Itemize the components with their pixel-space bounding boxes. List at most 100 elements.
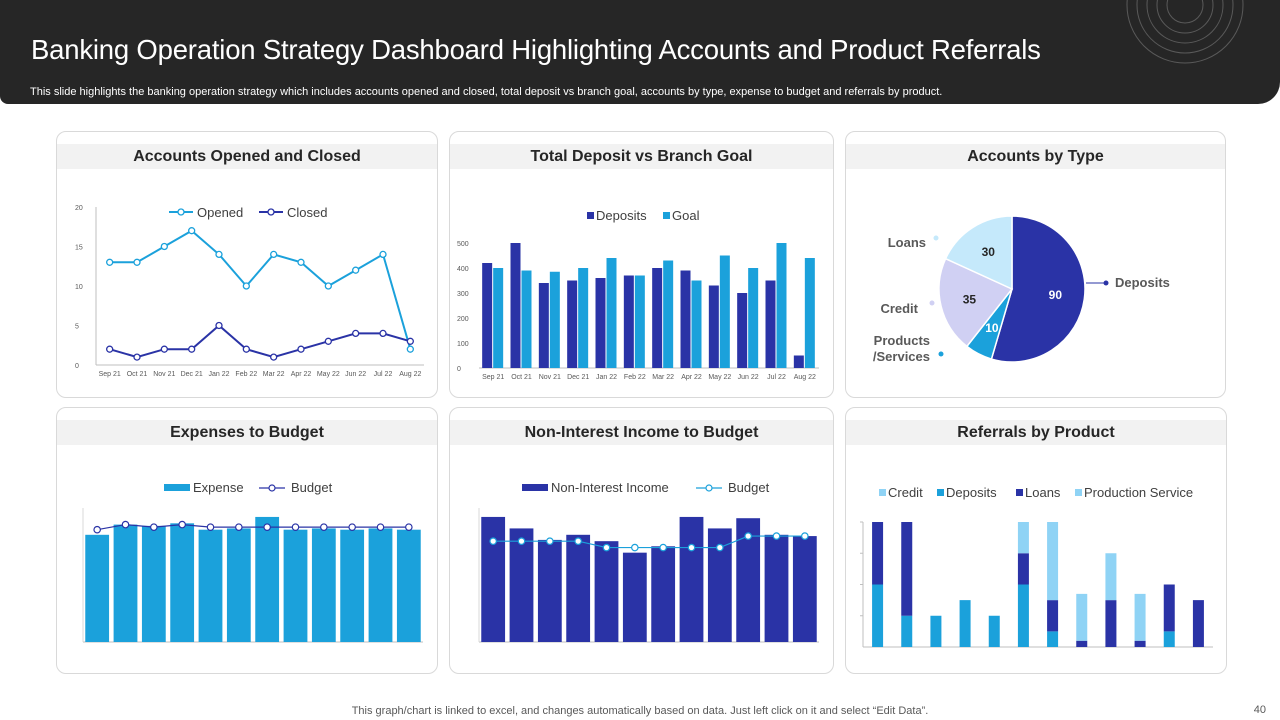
budget-point — [602, 543, 611, 552]
legend-swatch — [937, 489, 944, 496]
budget-point — [716, 543, 724, 552]
bar-expense — [85, 534, 110, 642]
bar-segment-loans — [1017, 553, 1029, 585]
bar-goal — [606, 258, 617, 368]
bar-segment-deposits — [1047, 631, 1059, 647]
legend-swatch — [1016, 489, 1023, 496]
x-tick-label: Dec 21 — [567, 374, 589, 381]
bar-goal — [521, 270, 532, 368]
legend-label: Budget — [291, 480, 333, 495]
footer-note: This graph/chart is linked to excel, and… — [351, 705, 929, 717]
budget-point — [772, 532, 781, 540]
bar-goal — [748, 268, 759, 368]
data-point — [324, 282, 332, 290]
legend-label: Non-Interest Income — [551, 480, 669, 495]
bar-segment-production-service — [1047, 522, 1059, 601]
x-tick-label: Dec 21 — [181, 371, 203, 378]
bar-segment-loans — [1192, 600, 1204, 647]
bar-segment-deposits — [1017, 584, 1029, 647]
data-point — [324, 337, 332, 345]
bar-deposits — [765, 280, 776, 368]
data-point — [406, 337, 414, 345]
bar-deposits — [708, 285, 719, 368]
legend-marker — [268, 484, 276, 492]
legend-swatch-goal — [663, 212, 670, 219]
accounts-line-chart: 0 5 10 15 20 Sep 21 Oct 21 Nov 21 Dec 21 Jan 22 Fe… — [75, 205, 424, 378]
y-tick-label: 20 — [75, 205, 83, 212]
deposits-bar-chart: 0 100 200 300 400 500 Sep 21 Oct 21 Nov 21 Dec 21… — [457, 208, 819, 381]
bar-goal — [578, 268, 589, 368]
bar-expense — [368, 528, 393, 642]
data-point — [352, 266, 360, 274]
bar-non-interest-income — [764, 534, 789, 642]
slice-value-label: 30 — [982, 245, 996, 259]
bar-goal — [493, 268, 504, 368]
accounts-pie-chart: 90 Deposits 10 Products/Services 35 Credit 30 L… — [873, 215, 1170, 364]
panel-title: Accounts by Type — [846, 144, 1225, 169]
bar-deposits — [793, 355, 804, 368]
leader-dot — [938, 351, 944, 357]
bar-expense — [113, 524, 138, 642]
budget-point — [320, 523, 328, 531]
x-tick-label: Nov 21 — [539, 374, 561, 381]
data-point — [297, 258, 305, 266]
bar-non-interest-income — [792, 536, 817, 642]
budget-point — [93, 525, 101, 534]
data-point — [160, 345, 168, 353]
bar-goal — [663, 260, 674, 368]
legend-marker — [177, 208, 185, 216]
data-point — [379, 250, 387, 259]
budget-point — [348, 523, 356, 531]
slice-category-label: Credit — [880, 301, 918, 316]
bar-non-interest-income — [679, 516, 704, 642]
bar-non-interest-income — [481, 516, 506, 642]
bar-deposits — [737, 293, 748, 368]
bar-deposits — [623, 275, 634, 368]
panel-accounts-opened-closed: Accounts Opened and Closed 0 5 10 15 20 Sep 2… — [56, 131, 438, 398]
x-tick-label: Oct 21 — [511, 374, 532, 381]
bar-deposits — [652, 268, 663, 368]
panel-referrals-by-product: Referrals by Product Credit Deposits Loans… — [845, 407, 1227, 674]
bar-deposits — [510, 243, 521, 368]
legend-label: Goal — [672, 208, 700, 223]
data-point — [270, 353, 278, 361]
budget-point — [546, 537, 554, 545]
panel-title: Accounts Opened and Closed — [57, 144, 437, 169]
legend-swatch — [879, 489, 886, 496]
slice-value-label: 35 — [963, 292, 977, 306]
data-point — [215, 250, 223, 259]
x-tick-label: Jul 22 — [374, 371, 393, 378]
bar-segment-production-service — [1134, 593, 1146, 641]
x-tick-label: May 22 — [708, 374, 731, 381]
panel-title: Expenses to Budget — [57, 420, 437, 445]
bar-segment-deposits — [901, 615, 913, 647]
bar-non-interest-income — [509, 528, 534, 642]
bar-segment-loans — [1047, 600, 1059, 632]
bar-goal — [776, 243, 787, 368]
x-tick-label: Jan 22 — [208, 371, 229, 378]
panel-expenses-to-budget: Expenses to Budget Expense Budget — [56, 407, 438, 674]
panel-accounts-by-type: Accounts by Type 90 Deposits 10 Products/Se… — [845, 131, 1226, 398]
x-tick-label: Jan 22 — [596, 374, 617, 381]
x-tick-label: Oct 21 — [127, 371, 148, 378]
budget-point — [659, 543, 667, 552]
bar-goal — [691, 280, 702, 368]
bar-expense — [198, 529, 223, 642]
pie-slice-deposits — [990, 215, 1086, 363]
bar-non-interest-income — [594, 541, 619, 642]
legend-label: Deposits — [596, 208, 647, 223]
budget-point — [687, 543, 696, 552]
bar-deposits — [538, 283, 549, 368]
bar-segment-deposits — [959, 600, 971, 647]
pie-slice-loans — [944, 215, 1013, 291]
pie-slice-credit — [938, 257, 1014, 348]
bar-goal — [634, 275, 645, 368]
bar-segment-loans — [1134, 640, 1146, 647]
bar-non-interest-income — [736, 518, 761, 642]
page-subtitle: This slide highlights the banking operat… — [30, 86, 943, 98]
data-point — [106, 345, 114, 353]
bar-segment-deposits — [1163, 631, 1175, 647]
bar-segment-loans — [1105, 600, 1117, 647]
decorative-rings-icon — [1126, 0, 1244, 64]
x-tick-label: Aug 22 — [399, 371, 421, 378]
